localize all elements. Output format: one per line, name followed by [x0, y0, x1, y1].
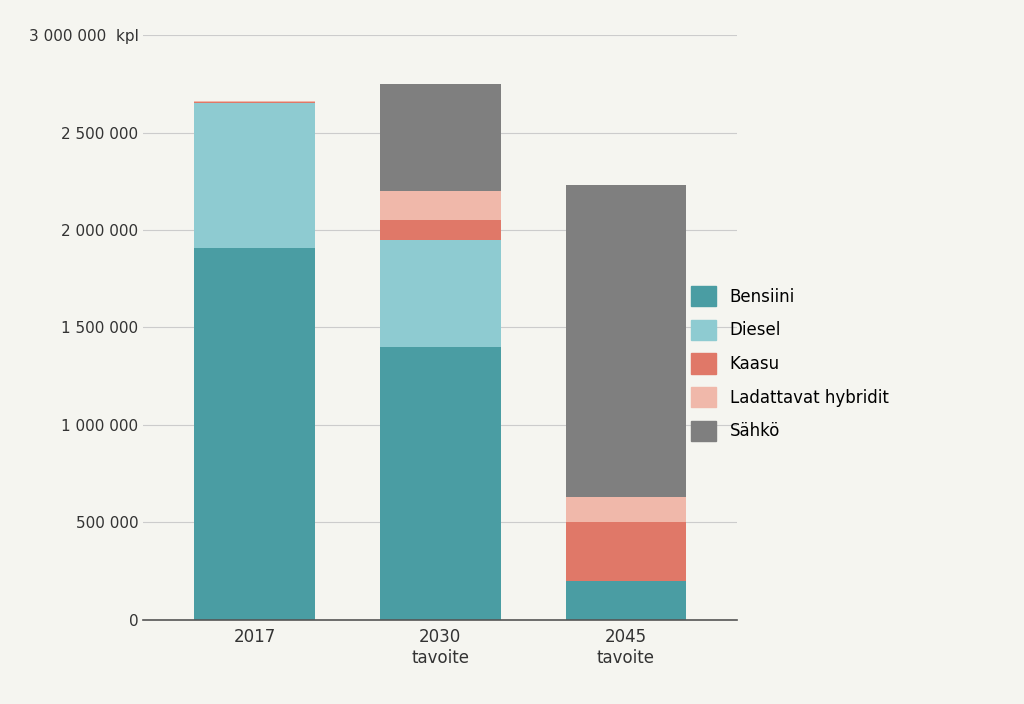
Bar	[380, 84, 501, 191]
Bar	[195, 248, 315, 620]
Bar	[565, 497, 686, 522]
Bar	[195, 101, 315, 102]
Bar	[195, 102, 315, 103]
Bar	[565, 522, 686, 581]
Bar	[380, 191, 501, 220]
Bar	[565, 185, 686, 497]
Legend: Bensiini, Diesel, Kaasu, Ladattavat hybridit, Sähkö: Bensiini, Diesel, Kaasu, Ladattavat hybr…	[685, 279, 895, 448]
Bar	[195, 103, 315, 248]
Bar	[380, 347, 501, 620]
Bar	[565, 581, 686, 620]
Bar	[380, 220, 501, 239]
Bar	[380, 239, 501, 347]
